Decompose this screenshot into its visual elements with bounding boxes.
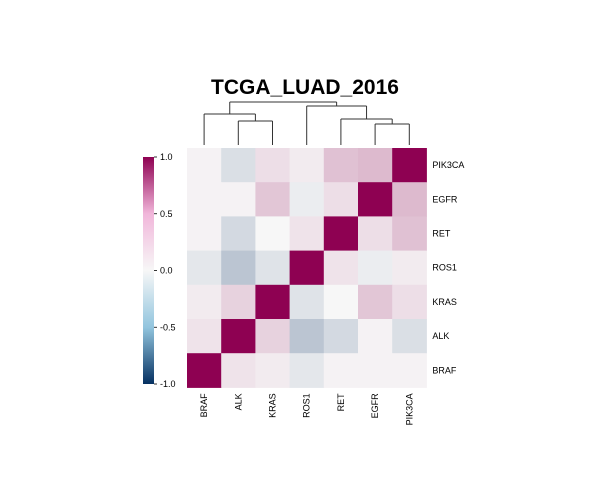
heatmap-cell — [255, 319, 291, 354]
heatmap-cell — [289, 216, 325, 252]
heatmap-cell — [323, 216, 359, 252]
heatmap-cell — [187, 353, 222, 388]
heatmap-cell — [289, 353, 325, 388]
heatmap-cell — [289, 148, 325, 183]
chart-title: TCGA_LUAD_2016 — [211, 76, 399, 99]
column-label: ALK — [233, 393, 243, 410]
heatmap-cell — [255, 148, 291, 183]
heatmap-cell — [255, 284, 291, 320]
column-dendrogram — [203, 101, 410, 145]
heatmap-cell — [323, 182, 359, 217]
heatmap-cell — [392, 148, 427, 183]
column-label: RET — [336, 393, 346, 412]
row-label: ALK — [432, 331, 449, 341]
heatmap-cell — [358, 182, 393, 217]
colorbar-gradient — [143, 157, 154, 384]
heatmap-cell — [221, 284, 256, 320]
heatmap-cell — [221, 319, 256, 354]
heatmap-cell — [255, 353, 291, 388]
heatmap-cell — [358, 148, 393, 183]
colorbar-tick-label: -1.0 — [160, 379, 176, 389]
column-label: ROS1 — [302, 393, 312, 418]
row-label: KRAS — [432, 297, 457, 307]
row-label: EGFR — [432, 194, 458, 204]
heatmap-cell — [187, 250, 222, 286]
colorbar-tick-label: -0.5 — [160, 322, 176, 332]
heatmap-cell — [221, 148, 256, 183]
heatmap-cell — [187, 148, 222, 183]
heatmap-cell — [358, 216, 393, 252]
heatmap-cell — [187, 182, 222, 217]
heatmap-cell — [255, 216, 291, 252]
heatmap-cell — [323, 319, 359, 354]
colorbar-tick-label: 0.5 — [160, 209, 173, 219]
heatmap-cell — [323, 250, 359, 286]
heatmap-cell — [289, 250, 325, 286]
heatmap-cells — [187, 148, 427, 388]
heatmap-cell — [187, 284, 222, 320]
row-label: PIK3CA — [432, 160, 464, 170]
column-label: EGFR — [370, 393, 380, 419]
heatmap-cell — [392, 319, 427, 354]
heatmap-cell — [187, 216, 222, 252]
heatmap-cell — [289, 284, 325, 320]
colorbar-tick-label: 0.0 — [160, 266, 173, 276]
heatmap-cell — [221, 216, 256, 252]
colorbar: 1.0 0.5 0.0 -0.5 -1.0 — [143, 152, 176, 389]
column-label: KRAS — [268, 393, 278, 418]
heatmap-cell — [392, 216, 427, 252]
heatmap-cell — [289, 182, 325, 217]
heatmap-cell — [221, 353, 256, 388]
column-labels: BRAF ALK KRAS ROS1 RET EGFR PIK3CA — [199, 393, 414, 426]
heatmap-cell — [358, 353, 393, 388]
heatmap-cell — [255, 250, 291, 286]
row-label: BRAF — [432, 365, 457, 375]
heatmap-cell — [392, 353, 427, 388]
heatmap-cell — [323, 284, 359, 320]
heatmap-cell — [221, 182, 256, 217]
heatmap-cell — [358, 319, 393, 354]
row-label: RET — [432, 229, 451, 239]
heatmap-cell — [358, 284, 393, 320]
column-label: BRAF — [199, 393, 209, 418]
heatmap-cell — [392, 182, 427, 217]
heatmap-cell — [187, 319, 222, 354]
column-label: PIK3CA — [404, 393, 414, 425]
heatmap-cell — [323, 148, 359, 183]
row-label: ROS1 — [432, 263, 457, 273]
heatmap-cell — [392, 250, 427, 286]
heatmap-cell — [358, 250, 393, 286]
colorbar-tick-label: 1.0 — [160, 152, 173, 162]
heatmap-cell — [221, 250, 256, 286]
heatmap-cell — [392, 284, 427, 320]
heatmap-cell — [255, 182, 291, 217]
row-labels: PIK3CA EGFR RET ROS1 KRAS ALK BRAF — [432, 160, 464, 375]
heatmap-cell — [289, 319, 325, 354]
heatmap-cell — [323, 353, 359, 388]
